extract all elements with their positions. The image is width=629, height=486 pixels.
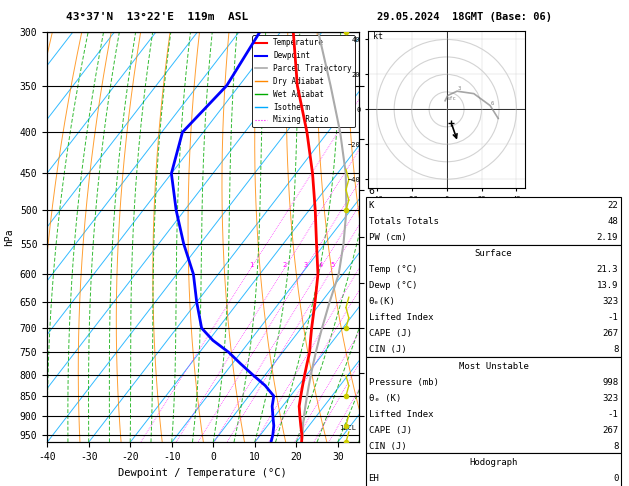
Text: 3: 3	[458, 87, 461, 91]
Text: 998: 998	[602, 378, 618, 386]
Text: θₑ(K): θₑ(K)	[369, 297, 396, 306]
Text: Totals Totals: Totals Totals	[369, 217, 438, 226]
Text: sfc: sfc	[446, 96, 455, 101]
Text: 13.9: 13.9	[597, 281, 618, 290]
Text: 3: 3	[303, 262, 308, 268]
X-axis label: Dewpoint / Temperature (°C): Dewpoint / Temperature (°C)	[118, 468, 287, 478]
Text: Most Unstable: Most Unstable	[459, 362, 528, 370]
Text: Temp (°C): Temp (°C)	[369, 265, 417, 274]
Text: 0: 0	[613, 474, 618, 483]
Text: 21.3: 21.3	[597, 265, 618, 274]
Text: Lifted Index: Lifted Index	[369, 410, 433, 418]
Text: Pressure (mb): Pressure (mb)	[369, 378, 438, 386]
Text: 48: 48	[608, 217, 618, 226]
Text: 323: 323	[602, 297, 618, 306]
Text: CAPE (J): CAPE (J)	[369, 330, 411, 338]
Text: 6: 6	[491, 101, 494, 105]
Text: EH: EH	[369, 474, 379, 483]
Text: 8: 8	[613, 442, 618, 451]
Text: Surface: Surface	[475, 249, 512, 258]
Text: 43°37'N  13°22'E  119m  ASL: 43°37'N 13°22'E 119m ASL	[66, 12, 248, 22]
Text: © weatheronline.co.uk: © weatheronline.co.uk	[442, 469, 546, 479]
Y-axis label: hPa: hPa	[4, 228, 14, 246]
Text: 8: 8	[613, 346, 618, 354]
Text: Dewp (°C): Dewp (°C)	[369, 281, 417, 290]
Text: 267: 267	[602, 426, 618, 434]
Text: 1: 1	[249, 262, 253, 268]
Text: Hodograph: Hodograph	[469, 458, 518, 467]
Text: kt: kt	[373, 33, 383, 41]
Y-axis label: km
ASL: km ASL	[376, 40, 391, 59]
Text: PW (cm): PW (cm)	[369, 233, 406, 242]
Text: CIN (J): CIN (J)	[369, 346, 406, 354]
Text: Lifted Index: Lifted Index	[369, 313, 433, 322]
Text: 22: 22	[608, 201, 618, 210]
Text: -1: -1	[608, 313, 618, 322]
Text: 29.05.2024  18GMT (Base: 06): 29.05.2024 18GMT (Base: 06)	[377, 12, 552, 22]
Text: CAPE (J): CAPE (J)	[369, 426, 411, 434]
Text: 5: 5	[330, 262, 335, 268]
Text: 4: 4	[318, 262, 323, 268]
Text: 1LCL: 1LCL	[340, 425, 357, 431]
Text: CIN (J): CIN (J)	[369, 442, 406, 451]
Text: 2: 2	[282, 262, 287, 268]
Text: 2.19: 2.19	[597, 233, 618, 242]
Text: 267: 267	[602, 330, 618, 338]
Text: K: K	[369, 201, 374, 210]
Text: 323: 323	[602, 394, 618, 402]
Text: -1: -1	[608, 410, 618, 418]
Legend: Temperature, Dewpoint, Parcel Trajectory, Dry Adiabat, Wet Adiabat, Isotherm, Mi: Temperature, Dewpoint, Parcel Trajectory…	[252, 35, 355, 127]
Text: θₑ (K): θₑ (K)	[369, 394, 401, 402]
